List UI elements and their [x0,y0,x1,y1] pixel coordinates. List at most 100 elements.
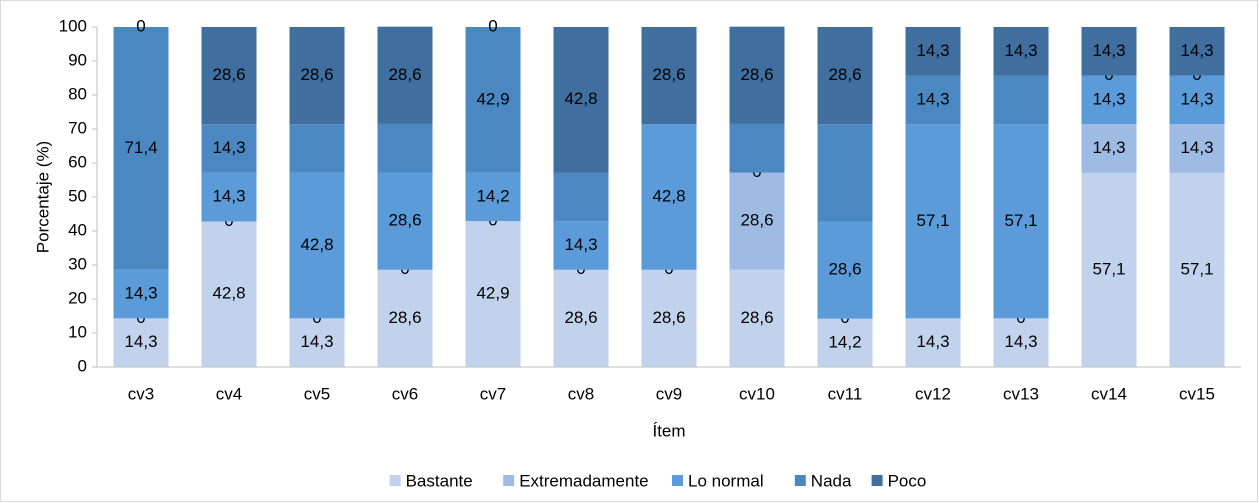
data-label: 14,3 [1004,41,1037,60]
x-tick-label: cv12 [915,384,951,403]
data-label: 14,3 [1180,41,1213,60]
data-label: 28,6 [300,65,333,84]
bar-segment [729,26,785,124]
x-tick-label: cv13 [1003,384,1039,403]
bar-segment [817,318,873,367]
x-tick-label: cv9 [656,384,682,403]
data-label: 14,2 [476,186,509,205]
x-tick-label: cv11 [828,384,863,403]
bar-segment [1081,124,1137,173]
x-tick-label: cv6 [392,384,418,403]
data-label: 57,1 [1180,259,1213,278]
bar-segment [289,124,345,173]
x-tick-label: cv8 [568,384,594,403]
data-label: 42,8 [212,284,245,303]
legend-swatch [503,475,515,486]
data-label: 42,8 [564,89,597,108]
bar-segment [817,27,873,125]
data-label: 14,3 [916,41,949,60]
data-label: 42,9 [476,284,509,303]
legend-label: Nada [811,471,852,490]
bar-segment [201,124,257,173]
bar-segment [465,221,521,367]
bar-segment [113,318,169,367]
legend-label: Poco [888,471,927,490]
data-label: 28,6 [828,260,861,279]
bar-segment [1169,124,1225,173]
data-label: 14,3 [1092,138,1125,157]
y-tick-label: 10 [68,322,87,341]
data-label: 14,3 [212,138,245,157]
data-label: 57,1 [1004,211,1037,230]
y-tick-label: 70 [68,118,87,137]
data-label: 28,6 [564,308,597,327]
data-label: 28,6 [388,211,421,230]
bar-segment [1169,75,1225,125]
data-label: 28,6 [652,308,685,327]
bar-segment [729,123,785,173]
data-label: 14,3 [1180,89,1213,108]
bar-segment [289,27,345,125]
bar-segment [993,75,1049,125]
bar-segment [201,27,257,125]
bar-segment [817,221,873,319]
bar-segment [1169,172,1225,367]
bar-segment [289,318,345,367]
y-tick-label: 50 [68,186,87,205]
bar-segment [1169,27,1225,76]
legend-label: Lo normal [688,471,764,490]
data-label: 14,3 [300,332,333,351]
data-label: 57,1 [1092,259,1125,278]
bar-segment [553,27,609,173]
y-tick-label: 40 [68,220,87,239]
data-label: 14,3 [1092,41,1125,60]
x-tick-label: cv14 [1091,384,1127,403]
y-tick-label: 90 [68,50,87,69]
data-label: 14,3 [1180,138,1213,157]
bar-segment [1081,75,1137,125]
data-label: 42,8 [652,186,685,205]
bar-segment [289,172,345,319]
bar-segment [993,27,1049,76]
data-label: 14,2 [828,332,861,351]
data-label: 28,6 [388,308,421,327]
bar-segment [641,124,697,270]
bar-segment [553,269,609,367]
bar-segment [377,269,433,367]
data-label: 0 [136,16,145,35]
data-label: 28,6 [652,65,685,84]
y-tick-label: 0 [78,356,87,375]
x-tick-label: cv4 [216,384,242,403]
data-label: 14,3 [916,332,949,351]
data-label: 42,8 [300,235,333,254]
data-label: 0 [488,16,497,35]
bar-segment [905,27,961,76]
bar-segment [465,27,521,173]
x-tick-label: cv3 [128,384,154,403]
data-label: 28,6 [828,65,861,84]
y-tick-label: 60 [68,152,87,171]
y-axis-title: Porcentaje (%) [33,141,52,253]
legend-swatch [871,475,883,486]
bar-segment [729,172,785,270]
legend-label: Extremadamente [519,471,648,490]
legend-label: Bastante [406,471,473,490]
bar-segment [729,269,785,367]
bar-segment [377,123,433,173]
bar-segment [553,172,609,222]
bar-segment [201,172,257,222]
x-tick-label: cv10 [739,384,775,403]
x-tick-label: cv7 [480,384,506,403]
bar-segment [1081,172,1137,367]
bar-segment [993,318,1049,367]
bar-segment [1081,27,1137,76]
y-tick-label: 80 [68,84,87,103]
data-label: 28,6 [388,65,421,84]
bar-segment [553,221,609,270]
data-label: 14,3 [212,187,245,206]
legend-swatch [389,475,401,486]
data-label: 14,3 [916,89,949,108]
bar-segment [201,221,257,367]
